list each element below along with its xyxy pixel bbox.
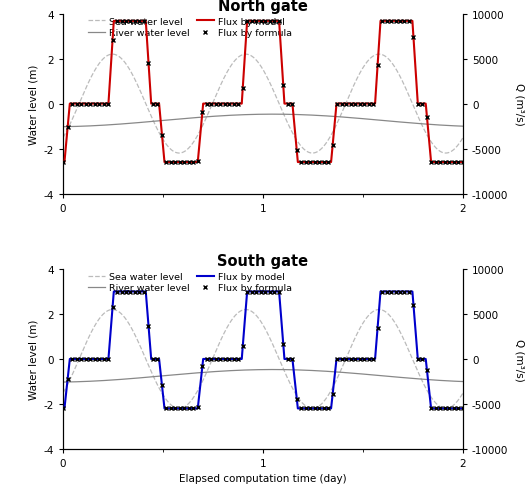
Flux by formula (114, 19, 120, 25)
Flux by formula (186, 406, 192, 411)
X-axis label: Elapsed computation time (day): Elapsed computation time (day) (179, 473, 347, 484)
Sea water level (448, 149, 454, 155)
Sea water level (60, 390, 66, 396)
Sea water level (242, 52, 249, 58)
Sea water level (228, 63, 234, 69)
Line: Flux by formula: Flux by formula (60, 20, 466, 165)
River water level (231, 368, 237, 374)
Sea water level (250, 310, 256, 316)
River water level (350, 116, 357, 122)
Sea water level (242, 307, 249, 313)
River water level (428, 377, 434, 383)
Flux by model (60, 160, 66, 165)
Sea water level (250, 55, 256, 61)
Flux by formula (406, 289, 412, 295)
Flux by formula (397, 19, 403, 25)
Line: River water level: River water level (63, 115, 463, 127)
River water level (448, 123, 454, 129)
Flux by model (350, 356, 357, 362)
River water level (350, 370, 357, 376)
Line: Flux by model: Flux by model (63, 292, 463, 408)
River water level (60, 124, 66, 130)
Flux by model (228, 356, 234, 362)
Line: Flux by model: Flux by model (63, 22, 463, 163)
Line: River water level: River water level (63, 370, 463, 382)
Flux by model (350, 102, 357, 107)
Sea water level (460, 390, 466, 396)
Sea water level (228, 318, 234, 324)
Flux by formula (60, 406, 66, 411)
Y-axis label: Water level (m): Water level (m) (28, 64, 38, 144)
Flux by formula (446, 160, 452, 165)
Flux by model (428, 157, 434, 163)
River water level (231, 113, 237, 119)
River water level (448, 378, 454, 384)
Y-axis label: Water level (m): Water level (m) (28, 319, 38, 399)
Legend: Sea water level, River water level, Flux by model, Flux by formula: Sea water level, River water level, Flux… (88, 18, 291, 38)
River water level (250, 112, 256, 118)
Sea water level (428, 139, 434, 145)
River water level (228, 113, 234, 119)
Flux by model (448, 160, 454, 165)
River water level (228, 368, 234, 374)
Line: Sea water level: Sea water level (63, 55, 463, 154)
River water level (428, 122, 434, 128)
Flux by formula (460, 406, 466, 411)
Y-axis label: Q (m³/s): Q (m³/s) (515, 83, 525, 126)
Flux by formula (397, 289, 403, 295)
Sea water level (231, 314, 237, 320)
Flux by model (448, 406, 454, 411)
River water level (460, 379, 466, 385)
Flux by formula (118, 19, 125, 25)
Sea water level (309, 151, 316, 157)
Flux by formula (118, 289, 125, 295)
Flux by formula (343, 102, 349, 107)
Flux by formula (446, 406, 452, 411)
Flux by model (110, 19, 117, 25)
Flux by formula (114, 289, 120, 295)
Sea water level (448, 404, 454, 410)
Flux by model (460, 160, 466, 165)
Flux by model (231, 102, 238, 107)
Sea water level (231, 59, 237, 65)
Line: Flux by formula: Flux by formula (60, 289, 466, 411)
Flux by formula (343, 356, 349, 362)
Y-axis label: Q (m³/s): Q (m³/s) (515, 338, 525, 381)
Sea water level (60, 135, 66, 141)
Sea water level (350, 338, 357, 344)
Flux by model (110, 289, 117, 295)
River water level (250, 367, 256, 373)
Title: South gate: South gate (217, 253, 309, 268)
Sea water level (460, 136, 466, 142)
Title: North gate: North gate (218, 0, 308, 14)
Flux by model (460, 406, 466, 411)
River water level (60, 379, 66, 385)
Flux by model (250, 19, 256, 25)
Flux by model (250, 289, 256, 295)
Flux by model (228, 102, 234, 107)
Flux by model (428, 403, 434, 409)
Flux by formula (406, 19, 412, 25)
River water level (270, 367, 276, 373)
Flux by formula (186, 160, 192, 165)
Sea water level (428, 394, 434, 400)
Legend: Sea water level, River water level, Flux by model, Flux by formula: Sea water level, River water level, Flux… (88, 272, 291, 293)
Flux by model (231, 356, 238, 362)
River water level (270, 112, 276, 118)
River water level (460, 124, 466, 130)
Line: Sea water level: Sea water level (63, 310, 463, 408)
Sea water level (309, 406, 316, 411)
Flux by model (60, 406, 66, 411)
Flux by formula (460, 160, 466, 165)
Flux by formula (60, 160, 66, 165)
Sea water level (350, 83, 357, 89)
